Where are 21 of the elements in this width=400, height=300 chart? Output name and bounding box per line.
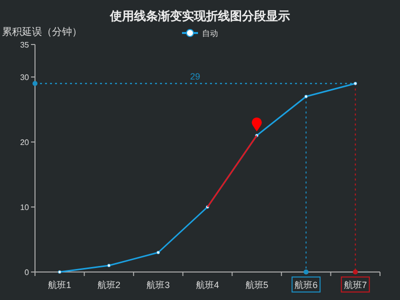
legend-label: 自动	[202, 29, 218, 38]
point	[354, 82, 358, 86]
y-tick-label: 30	[20, 73, 30, 82]
point	[304, 94, 308, 98]
point	[58, 270, 62, 274]
y-tick-label: 35	[20, 40, 30, 50]
x-tick-label: 航班3	[146, 280, 170, 290]
x-tick-label: 航班4	[196, 280, 220, 290]
x-tick-label: 航班7	[344, 280, 367, 290]
x-tick-label: 航班6	[294, 280, 318, 290]
point	[107, 264, 111, 268]
point	[156, 250, 160, 254]
y-tick-label: 10	[20, 203, 30, 212]
x-tick-label: 航班1	[48, 280, 72, 290]
y-tick-label: 0	[24, 268, 30, 277]
chart-title: 使用线条渐变实现折线图分段显示	[109, 9, 290, 23]
x-tick-label: 航班5	[245, 280, 268, 290]
x-tick-label: 航班2	[97, 280, 120, 290]
ref-line-label: 29	[190, 72, 200, 82]
y-tick-label: 20	[20, 138, 30, 147]
y-axis-title: 累积延误（分钟）	[2, 26, 82, 38]
